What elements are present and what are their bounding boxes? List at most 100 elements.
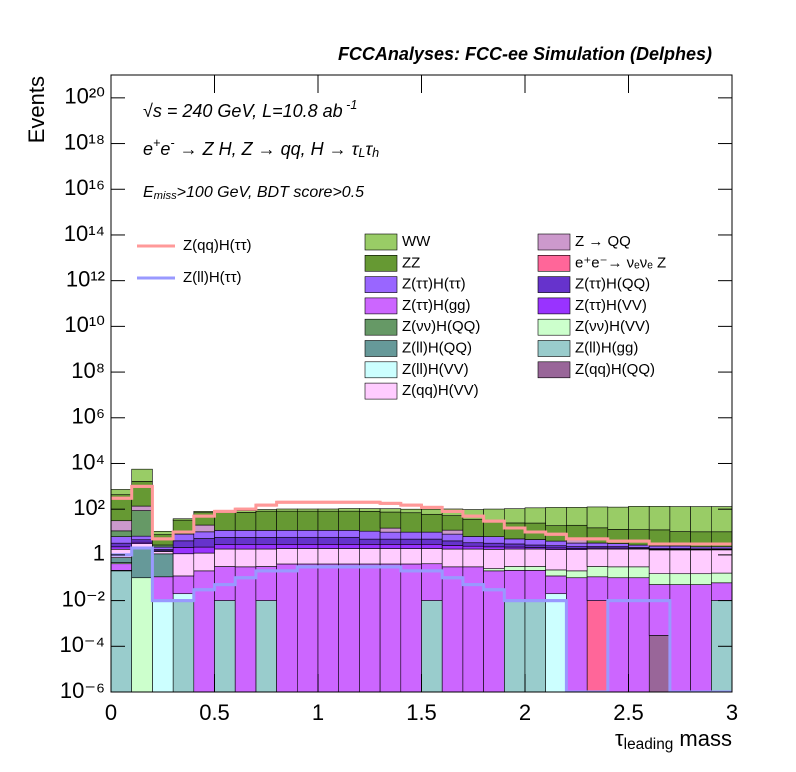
legend-swatch xyxy=(364,297,398,315)
legend-label: Z(ττ)H(VV) xyxy=(575,297,647,314)
bar-segment xyxy=(586,576,609,601)
bar-segment xyxy=(317,508,340,512)
bar-segment xyxy=(545,549,567,571)
x-axis-label: τleading mass xyxy=(615,726,732,753)
bar-segment xyxy=(566,570,588,579)
bar-segment xyxy=(607,577,629,692)
bar-segment xyxy=(586,542,609,547)
bar-segment xyxy=(400,544,422,549)
y-tick-label: 10⁴ xyxy=(71,449,105,474)
bar-segment xyxy=(545,545,567,549)
bar-segment xyxy=(111,546,133,550)
legend-label: Z(ττ)H(QQ) xyxy=(575,276,650,293)
bar-segment xyxy=(524,544,547,548)
x-axis-label-part: leading xyxy=(624,736,674,753)
legend-label: Z(νν)H(VV) xyxy=(575,318,650,335)
bar-segment xyxy=(586,548,609,567)
bar-segment xyxy=(152,600,174,692)
bar-segment xyxy=(503,508,526,524)
bar-segment xyxy=(338,563,360,692)
bar-segment xyxy=(317,510,340,531)
bar-segment xyxy=(607,548,629,568)
y-tick-label: 10¹⁸ xyxy=(64,129,105,154)
bar-segment xyxy=(421,513,443,533)
bar-segment xyxy=(710,582,732,601)
x-tick-label: 0.5 xyxy=(199,700,230,725)
bar-segment xyxy=(338,536,360,545)
bar-segment xyxy=(276,548,298,565)
legend-swatch xyxy=(364,318,398,336)
annotation: √s = 240 GeV, L=10.8 ab -1 xyxy=(143,98,357,120)
bar-segment xyxy=(193,531,215,539)
bar-segment xyxy=(317,563,340,692)
bar-segment xyxy=(690,584,712,692)
bar-segment xyxy=(524,548,547,567)
legend-swatch xyxy=(364,361,398,379)
bar-segment xyxy=(172,600,195,692)
bar-segment xyxy=(400,531,422,540)
y-tick-label: 10⁻² xyxy=(62,586,105,611)
legend-swatch xyxy=(364,340,398,357)
bar-segment xyxy=(441,540,464,546)
bar-segment xyxy=(483,568,505,572)
bar-segment xyxy=(586,506,609,529)
bar-segment xyxy=(296,544,319,549)
bar-segment xyxy=(379,548,402,565)
bar-segment xyxy=(131,577,153,692)
bar-segment xyxy=(214,512,236,531)
bar-segment xyxy=(586,600,609,692)
bar-segment xyxy=(131,535,153,541)
y-tick-label: 10²⁰ xyxy=(64,84,105,109)
bar-segment xyxy=(628,548,650,568)
bar-segment xyxy=(111,530,133,537)
bar-segment xyxy=(234,544,257,550)
bar-segment xyxy=(607,506,629,530)
annotation-part: e xyxy=(160,139,170,159)
bar-segment xyxy=(296,510,319,531)
annotation-part: >100 GeV, BDT score>0.5 xyxy=(177,184,364,201)
bar-segment xyxy=(462,509,484,520)
legend-swatch xyxy=(537,361,571,379)
bar-segment xyxy=(234,510,257,513)
bar-segment xyxy=(421,543,443,549)
bar-segment xyxy=(421,600,443,692)
annotation: e+e- → Z H, Z → qq, H → τLτh xyxy=(143,136,379,160)
legend-label: Z(qq)H(QQ) xyxy=(575,361,655,378)
annotation-part: - xyxy=(170,136,174,150)
bar-segment xyxy=(441,515,464,531)
bar-segment xyxy=(524,570,547,601)
bar-segment xyxy=(193,512,215,526)
bar-segment xyxy=(524,507,547,524)
bar-segment xyxy=(690,549,712,575)
bar-segment xyxy=(131,510,153,537)
bar-segment xyxy=(648,635,671,692)
bar-segment xyxy=(255,537,277,545)
bar-segment xyxy=(296,508,319,512)
bar-segment xyxy=(566,507,588,526)
legend-label: Z(ττ)H(ττ) xyxy=(402,276,466,293)
annotation-part: → Z H, Z → qq, H → τ xyxy=(175,139,360,159)
bar-segment xyxy=(607,566,629,579)
bar-segment xyxy=(503,522,526,540)
bar-segment xyxy=(462,542,484,547)
legend-swatch xyxy=(537,297,571,315)
bar-segment xyxy=(214,544,236,550)
legend-label: e⁺e⁻→ νₑνₑ Z xyxy=(575,254,666,271)
legend-label: Z(ττ)H(gg) xyxy=(402,297,471,314)
bar-segment xyxy=(379,544,402,549)
bar-segment xyxy=(379,527,402,533)
bar-segment xyxy=(338,508,360,512)
bar-segment xyxy=(483,542,505,548)
legend-swatch xyxy=(364,276,398,293)
bar-segment xyxy=(359,548,381,565)
bar-segment xyxy=(172,518,195,521)
bar-segment xyxy=(648,506,671,531)
bar-segment xyxy=(131,539,153,543)
bar-segment xyxy=(400,512,422,533)
bar-segment xyxy=(131,468,153,482)
bar-segment xyxy=(379,531,402,540)
bar-segment xyxy=(276,563,298,692)
y-tick-label: 10¹⁴ xyxy=(64,221,105,246)
bar-segment xyxy=(338,530,360,538)
annotation-part: L xyxy=(358,146,365,160)
